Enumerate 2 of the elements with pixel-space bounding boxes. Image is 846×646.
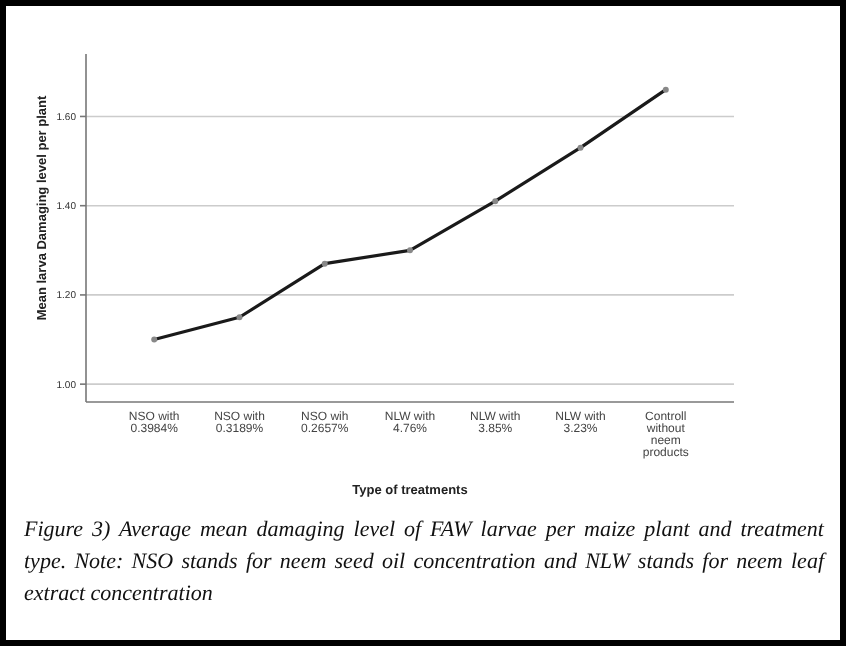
caption: Figure 3) Average mean damaging level of FAW larvae per maize plant and treatment type. Note: NSO stands for neem seed oil concentration and NLW stands for neem leaf extract concentration: [24, 516, 824, 610]
line-series: [151, 86, 669, 343]
